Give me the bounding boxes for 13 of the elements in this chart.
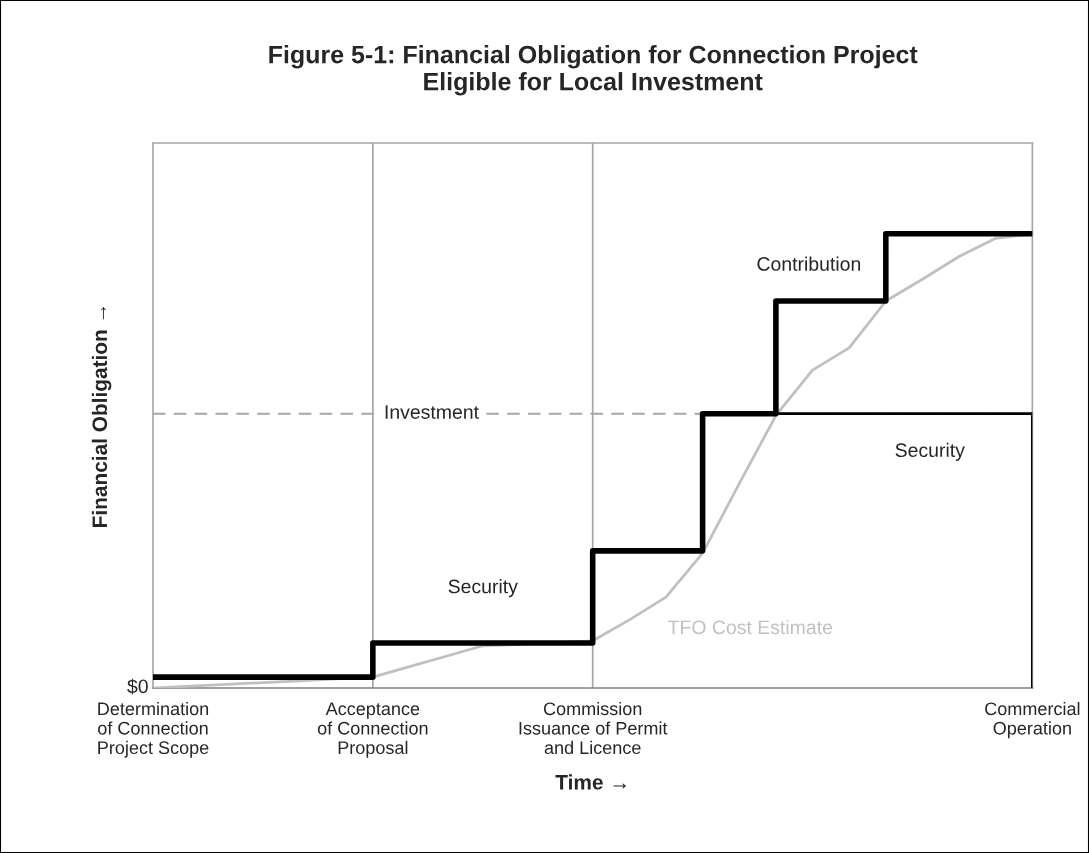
chart-title: Figure 5-1: Financial Obligation for Connection Project Eligible for Local Investment [269,45,918,96]
y-axis-title: Financial Obligation → [91,306,112,527]
text: $0 [127,678,148,695]
x-tick-label: Commission Issuance of Permit and Licence [519,701,668,755]
annotation: Security [895,442,965,461]
x-tick-label: Commercial Operation [985,701,1080,739]
annotation: Contribution [757,256,861,271]
x-tick-label: Acceptance of Connection Proposal [317,702,428,758]
series-label: TFO Cost Estimate [668,619,833,635]
ref-line-label: Investment [385,405,479,419]
x-tick-label: Determination of Connection Project Scope [98,701,209,758]
x-axis-title: Time → [555,774,626,790]
annotation: Security [448,579,518,598]
